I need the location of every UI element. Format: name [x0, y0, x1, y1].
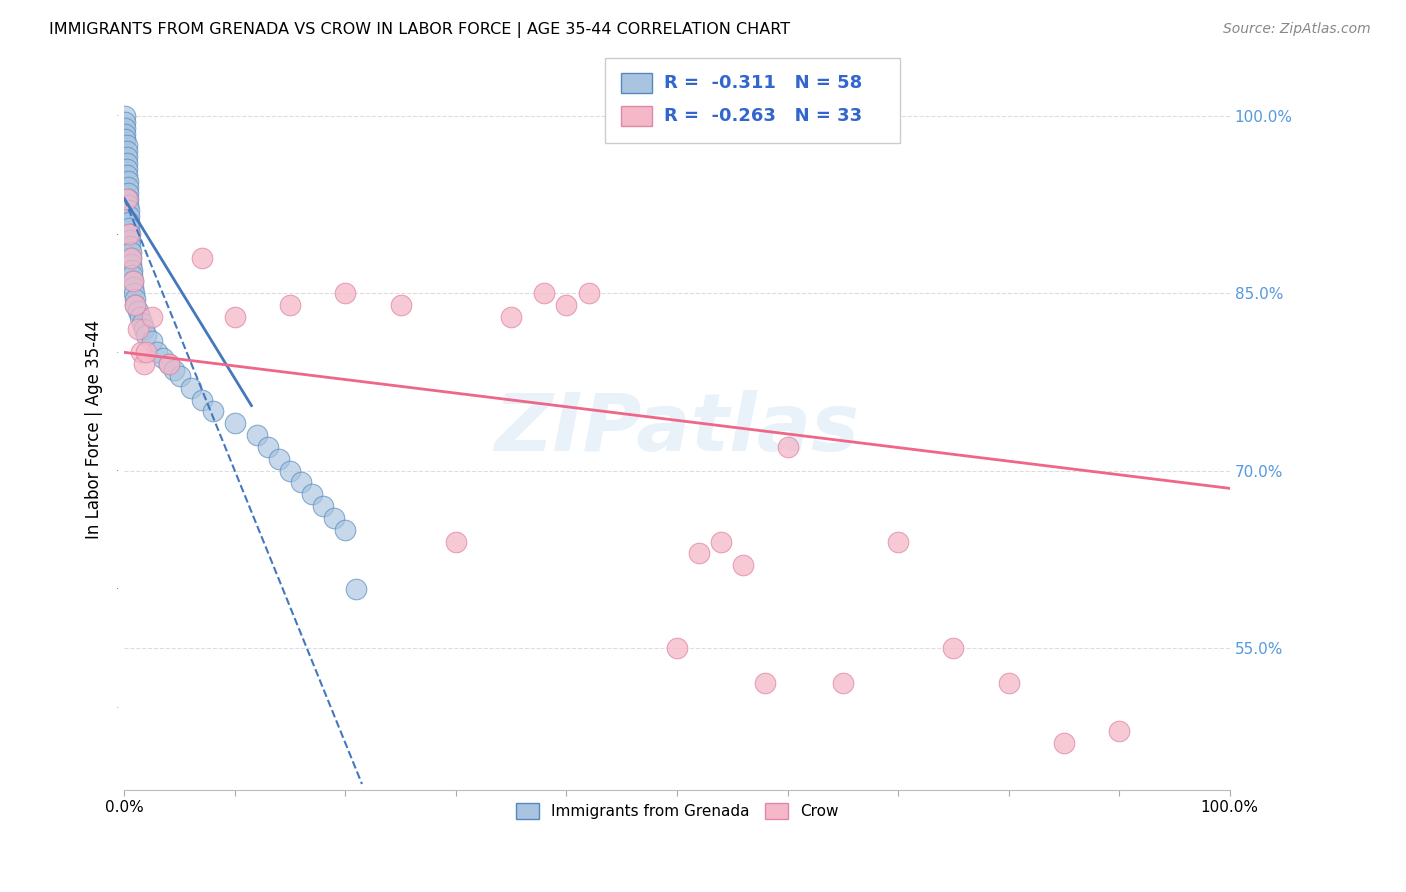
Point [733, 558, 755, 573]
Point [776, 440, 799, 454]
Point [190, 251, 212, 265]
Point [134, 357, 156, 371]
Point [115, 150, 138, 164]
Legend: Immigrants from Grenada, Crow: Immigrants from Grenada, Crow [509, 797, 845, 826]
Point [1108, 723, 1130, 738]
Point [141, 334, 163, 348]
Point [135, 345, 157, 359]
Point [118, 221, 141, 235]
Point [501, 310, 523, 324]
Point [117, 186, 139, 200]
Point [246, 428, 269, 442]
Point [224, 310, 246, 324]
Point [117, 197, 139, 211]
Point [533, 286, 555, 301]
Point [578, 286, 600, 301]
Point [118, 239, 141, 253]
Point [114, 127, 136, 141]
Point [389, 298, 412, 312]
Point [135, 327, 157, 342]
Point [114, 132, 136, 146]
Point [444, 534, 467, 549]
Point [131, 316, 153, 330]
Point [942, 640, 965, 655]
Point [157, 357, 180, 371]
Point [117, 174, 139, 188]
Point [710, 534, 733, 549]
Point [129, 345, 152, 359]
Point [312, 499, 335, 513]
Point [346, 582, 368, 596]
Point [120, 251, 142, 265]
Point [323, 511, 346, 525]
Point [128, 310, 150, 324]
Point [122, 280, 145, 294]
Point [335, 286, 357, 301]
Point [257, 440, 280, 454]
Point [115, 162, 138, 177]
Point [120, 257, 142, 271]
Point [666, 640, 689, 655]
Text: ZIPatlas: ZIPatlas [495, 390, 859, 468]
Point [127, 321, 149, 335]
Point [301, 487, 323, 501]
Point [115, 192, 138, 206]
Point [267, 451, 290, 466]
Point [124, 298, 146, 312]
Point [224, 417, 246, 431]
Point [114, 114, 136, 128]
Point [122, 286, 145, 301]
Point [115, 156, 138, 170]
Point [290, 475, 312, 490]
Point [134, 321, 156, 335]
Point [122, 274, 145, 288]
Point [118, 215, 141, 229]
Point [124, 292, 146, 306]
Point [118, 203, 141, 218]
Point [141, 310, 163, 324]
Point [169, 369, 191, 384]
Text: R =  -0.311   N = 58: R = -0.311 N = 58 [664, 74, 862, 92]
Point [831, 676, 853, 690]
Point [887, 534, 910, 549]
Point [754, 676, 776, 690]
Point [121, 262, 143, 277]
Point [997, 676, 1019, 690]
Point [120, 244, 142, 259]
Point [163, 363, 186, 377]
Point [190, 392, 212, 407]
Point [146, 345, 169, 359]
Point [114, 120, 136, 135]
Point [118, 233, 141, 247]
Point [117, 192, 139, 206]
Point [121, 268, 143, 283]
Point [124, 298, 146, 312]
Point [115, 138, 138, 153]
Point [688, 546, 710, 560]
Point [114, 109, 136, 123]
Point [120, 251, 142, 265]
Point [180, 381, 202, 395]
Point [1053, 736, 1076, 750]
Point [278, 298, 301, 312]
Point [115, 168, 138, 182]
Point [278, 464, 301, 478]
Point [122, 274, 145, 288]
Point [201, 404, 224, 418]
Text: IMMIGRANTS FROM GRENADA VS CROW IN LABOR FORCE | AGE 35-44 CORRELATION CHART: IMMIGRANTS FROM GRENADA VS CROW IN LABOR… [49, 22, 790, 38]
Point [115, 145, 138, 159]
Point [555, 298, 578, 312]
Point [118, 227, 141, 241]
Point [335, 523, 357, 537]
Point [118, 210, 141, 224]
Point [127, 304, 149, 318]
Text: Source: ZipAtlas.com: Source: ZipAtlas.com [1223, 22, 1371, 37]
Y-axis label: In Labor Force | Age 35-44: In Labor Force | Age 35-44 [86, 319, 103, 539]
Point [118, 227, 141, 241]
Text: R =  -0.263   N = 33: R = -0.263 N = 33 [664, 107, 862, 125]
Point [157, 357, 180, 371]
Point [152, 351, 174, 366]
Point [117, 179, 139, 194]
